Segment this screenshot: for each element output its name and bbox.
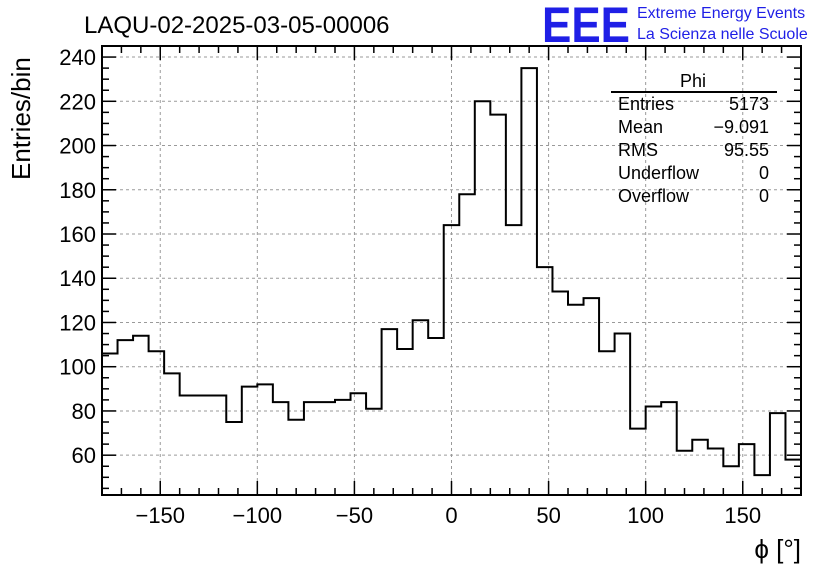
org-name-line1: Extreme Energy Events xyxy=(637,5,805,22)
y-tick-labels: 60 80 100 120 140 160 180 200 220 240 xyxy=(59,45,96,468)
y-axis-label: Entries/bin xyxy=(6,57,36,180)
stats-row-label: Entries xyxy=(618,94,674,114)
axis-ticks xyxy=(102,45,801,495)
y-tick-label: 100 xyxy=(59,355,96,380)
stats-rows: Entries 5173 Mean −9.091 RMS 95.55 Underflow 0 O… xyxy=(618,94,769,206)
x-tick-label: −50 xyxy=(336,503,373,528)
x-axis-label: ϕ [°] xyxy=(754,534,801,564)
y-tick-label: 120 xyxy=(59,310,96,335)
eee-logo: EEE xyxy=(542,0,630,53)
x-tick-label: 50 xyxy=(536,503,560,528)
stats-box: Phi Entries 5173 Mean −9.091 RMS 95.55 Underfl… xyxy=(611,71,777,206)
y-tick-label: 60 xyxy=(72,443,96,468)
stats-row-value: −9.091 xyxy=(713,117,769,137)
y-tick-label: 180 xyxy=(59,178,96,203)
stats-row-label: Underflow xyxy=(618,163,700,183)
x-tick-label: 100 xyxy=(627,503,664,528)
x-tick-labels: −150 −100 −50 0 50 100 150 xyxy=(135,503,761,528)
grid-lines xyxy=(102,46,801,495)
stats-row-value: 95.55 xyxy=(724,140,769,160)
x-tick-label: 150 xyxy=(724,503,761,528)
chart-title: LAQU-02-2025-03-05-00006 xyxy=(84,12,390,39)
y-tick-label: 160 xyxy=(59,222,96,247)
y-tick-label: 200 xyxy=(59,134,96,159)
stats-row-label: RMS xyxy=(618,140,658,160)
x-tick-label: 0 xyxy=(445,503,457,528)
y-tick-label: 80 xyxy=(72,399,96,424)
y-tick-label: 240 xyxy=(59,45,96,70)
stats-row-value: 5173 xyxy=(729,94,769,114)
stats-row-label: Mean xyxy=(618,117,663,137)
x-tick-label: −100 xyxy=(233,503,283,528)
stats-row-label: Overflow xyxy=(618,186,690,206)
y-tick-label: 140 xyxy=(59,266,96,291)
histogram-series xyxy=(102,67,802,477)
org-name-line2: La Scienza nelle Scuole xyxy=(637,26,808,43)
x-tick-label: −150 xyxy=(135,503,185,528)
stats-row-value: 0 xyxy=(759,186,769,206)
stats-box-title: Phi xyxy=(680,71,706,91)
stats-row-value: 0 xyxy=(759,163,769,183)
y-tick-label: 220 xyxy=(59,89,96,114)
